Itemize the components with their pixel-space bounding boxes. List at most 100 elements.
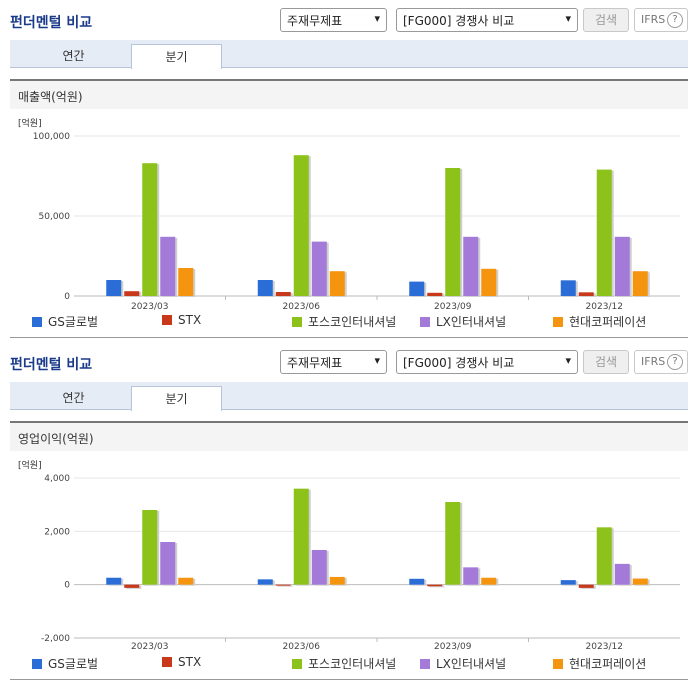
x-tick-label: 2023/06	[283, 642, 321, 652]
bar	[329, 576, 345, 585]
bar	[293, 488, 309, 585]
legend-swatch	[420, 659, 430, 669]
section-title: 영업이익(억원)	[10, 421, 688, 451]
help-icon[interactable]: ?	[667, 354, 683, 370]
bar	[614, 236, 630, 296]
bar	[560, 580, 576, 585]
x-tick-label: 2023/06	[283, 302, 321, 310]
legend-label: STX	[178, 313, 202, 327]
bar	[142, 510, 158, 585]
bar	[275, 584, 291, 586]
bar	[445, 502, 461, 585]
statement-type-select[interactable]: 주재무제표 ▾	[280, 350, 387, 374]
bar	[427, 292, 443, 296]
x-tick-label: 2023/12	[586, 302, 623, 310]
bar	[632, 578, 648, 585]
period-tabs: 연간 분기	[10, 382, 688, 411]
x-tick-label: 2023/03	[131, 642, 168, 652]
bar-shadow	[429, 585, 445, 588]
legend-swatch	[292, 659, 302, 669]
y-tick-label: 0	[64, 581, 70, 591]
bar	[178, 577, 194, 585]
x-tick-label: 2023/03	[131, 302, 168, 310]
bar	[124, 584, 140, 588]
statement-type-select[interactable]: 주재무제표 ▾	[280, 8, 387, 32]
panel-title: 펀더멘털 비교	[10, 357, 93, 373]
bar	[481, 268, 497, 296]
bar	[560, 280, 576, 296]
tab-quarterly[interactable]: 분기	[131, 386, 222, 411]
bar	[578, 292, 594, 296]
legend-item[interactable]: STX	[162, 655, 201, 669]
legend-item[interactable]: LX인터내셔널	[420, 655, 506, 672]
x-tick-label: 2023/09	[434, 302, 472, 310]
ifrs-label: IFRS	[641, 355, 666, 368]
legend-swatch	[32, 659, 42, 669]
bar	[632, 271, 648, 296]
chart-legend: GS글로벌 STX 포스코인터내셔널 LX인터내셔널 현대코퍼레이션	[10, 654, 688, 672]
ifrs-label: IFRS	[641, 13, 666, 26]
y-tick-label: 4,000	[44, 474, 70, 484]
bar	[311, 241, 327, 296]
divider	[10, 337, 688, 338]
y-tick-label: -2,000	[41, 634, 70, 644]
legend-item[interactable]: 현대코퍼레이션	[553, 655, 646, 672]
legend-label: LX인터내셔널	[436, 315, 507, 329]
chevron-down-icon: ▾	[374, 12, 380, 25]
search-button[interactable]: 검색	[583, 350, 629, 374]
chart-legend: GS글로벌 STX 포스코인터내셔널 LX인터내셔널 현대코퍼레이션	[10, 312, 688, 330]
legend-swatch	[162, 315, 172, 325]
bar	[106, 280, 122, 296]
y-tick-label: 100,000	[33, 132, 70, 142]
legend-item[interactable]: LX인터내셔널	[420, 313, 506, 330]
bar	[275, 292, 291, 296]
bar	[614, 563, 630, 585]
legend-item[interactable]: GS글로벌	[32, 655, 98, 672]
bar-shadow	[277, 585, 293, 587]
peer-group-value: [FG000] 경쟁사 비교	[403, 356, 515, 370]
legend-item[interactable]: 포스코인터내셔널	[292, 655, 396, 672]
bar	[596, 527, 612, 585]
legend-item[interactable]: GS글로벌	[32, 313, 98, 330]
legend-swatch	[420, 317, 430, 327]
tab-quarterly[interactable]: 분기	[131, 44, 222, 69]
panel-title: 펀더멘털 비교	[10, 15, 93, 31]
ifrs-button[interactable]: IFRS ?	[634, 8, 688, 32]
legend-label: GS글로벌	[48, 315, 99, 329]
section-title: 매출액(억원)	[10, 79, 688, 109]
bar	[596, 169, 612, 296]
statement-type-value: 주재무제표	[287, 14, 343, 28]
tab-annual[interactable]: 연간	[62, 391, 85, 405]
peer-group-select[interactable]: [FG000] 경쟁사 비교 ▾	[396, 8, 578, 32]
bar	[142, 163, 158, 296]
peer-group-select[interactable]: [FG000] 경쟁사 비교 ▾	[396, 350, 578, 374]
bar	[427, 584, 443, 587]
bar	[311, 550, 327, 585]
bar	[463, 567, 479, 585]
legend-item[interactable]: 포스코인터내셔널	[292, 313, 396, 330]
tab-annual[interactable]: 연간	[62, 49, 85, 63]
bar	[578, 584, 594, 588]
legend-item[interactable]: 현대코퍼레이션	[553, 313, 646, 330]
legend-label: GS글로벌	[48, 657, 99, 671]
legend-label: STX	[178, 655, 202, 669]
statement-type-value: 주재무제표	[287, 356, 343, 370]
fundamental-compare-panel-sales: 펀더멘털 비교 주재무제표 ▾ [FG000] 경쟁사 비교 ▾ 검색 IFRS…	[10, 8, 688, 338]
y-axis-unit-label: [억원]	[18, 459, 42, 471]
legend-swatch	[553, 659, 563, 669]
op-profit-bar-chart: [억원] -2,000 0 2,000 4,000 2023/03 2023/06 2023/…	[18, 459, 680, 652]
ifrs-button[interactable]: IFRS ?	[634, 350, 688, 374]
legend-label: 포스코인터내셔널	[308, 657, 397, 671]
bar	[481, 577, 497, 585]
y-tick-label: 0	[64, 292, 70, 302]
bar	[409, 281, 425, 296]
period-tabs: 연간 분기	[10, 40, 688, 69]
help-icon[interactable]: ?	[667, 12, 683, 28]
chevron-down-icon: ▾	[374, 354, 380, 367]
legend-item[interactable]: STX	[162, 313, 201, 327]
bar	[106, 577, 122, 585]
bar	[257, 579, 273, 585]
search-button[interactable]: 검색	[583, 8, 629, 32]
bar	[445, 168, 461, 296]
peer-group-value: [FG000] 경쟁사 비교	[403, 14, 515, 28]
